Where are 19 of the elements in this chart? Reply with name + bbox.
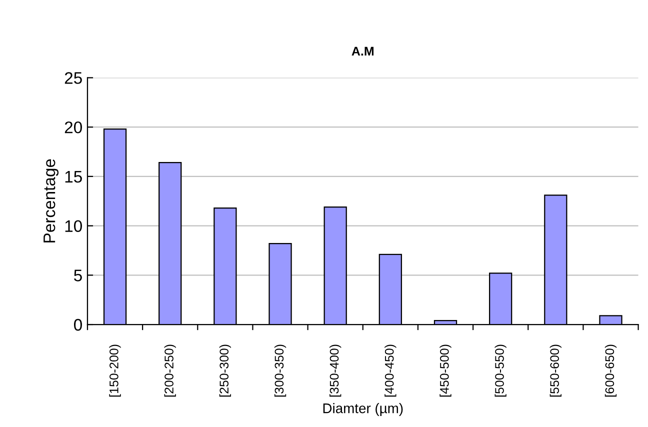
x-tick-label: [400-450) <box>384 344 396 397</box>
x-tick-label: [200-250) <box>164 344 176 397</box>
y-tick-label: 15 <box>65 171 82 183</box>
y-tick-label: 20 <box>64 121 82 134</box>
x-tick-label: [250-300) <box>219 344 232 397</box>
x-tick-label: [500-550) <box>494 344 506 397</box>
x-axis-title: Diamter (µm) <box>323 403 403 416</box>
x-tick-label: [300-350) <box>274 344 286 397</box>
x-tick-label: [350-400) <box>330 344 342 397</box>
chart-title: A.M <box>352 46 374 56</box>
y-tick-label: 25 <box>64 72 82 84</box>
x-tick-label: [450-500) <box>440 344 452 397</box>
y-axis-title: Percentage <box>44 159 59 242</box>
y-tick-label: 5 <box>74 270 82 282</box>
x-tick-label: [150-200) <box>109 344 121 397</box>
x-tick-label: [600-650) <box>604 344 617 397</box>
y-tick-label: 10 <box>65 220 82 232</box>
x-tick-label: [550-600) <box>550 344 562 397</box>
y-tick-label: 0 <box>74 318 82 331</box>
